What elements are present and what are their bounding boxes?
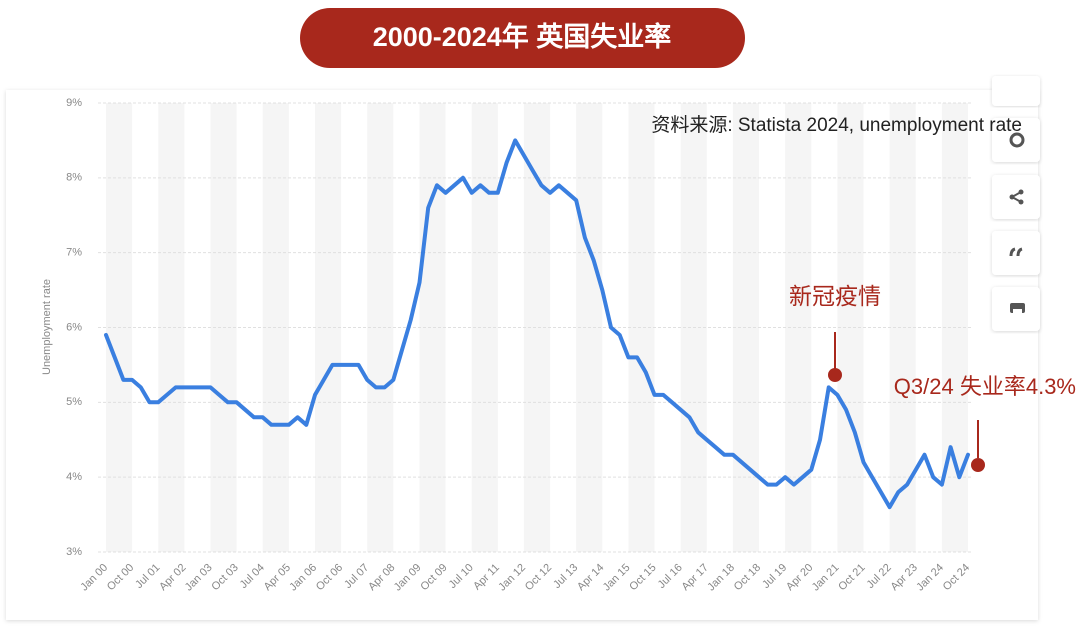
source: 资料来源: Statista 2024, unemployment rate — [651, 114, 1022, 136]
y-tick-label: 3% — [66, 546, 82, 558]
y-tick-label: 5% — [66, 396, 82, 408]
y-tick-label: 4% — [66, 471, 82, 483]
annotation-dot — [828, 368, 842, 382]
plot — [104, 138, 970, 510]
gear-icon — [1009, 132, 1025, 148]
annotation-dot — [971, 458, 985, 472]
annotation: 新冠疫情 — [789, 283, 881, 309]
quote-icon — [1009, 247, 1023, 257]
y-tick-label: 6% — [66, 321, 82, 333]
share-dot — [1018, 199, 1024, 205]
print-icon — [1013, 309, 1022, 315]
toolbar — [992, 76, 1040, 331]
y-tick-label: 9% — [66, 97, 82, 109]
annotation: Q3/24 失业率4.3% — [894, 374, 1076, 399]
line — [104, 138, 970, 510]
settings-button[interactable] — [992, 118, 1040, 162]
share-button[interactable] — [992, 175, 1040, 219]
band — [523, 103, 551, 552]
chart-title: 2000-2024年 英国失业率 — [373, 21, 672, 52]
cite-button[interactable] — [992, 231, 1040, 275]
y-tick-label: 8% — [66, 172, 82, 184]
y-axis-label: Unemployment rate — [41, 279, 53, 375]
y-tick-label: 7% — [66, 247, 82, 259]
tool-button[interactable] — [992, 76, 1040, 106]
share-dot — [1009, 194, 1015, 200]
title-pill — [300, 8, 745, 68]
share-dot — [1018, 189, 1024, 195]
